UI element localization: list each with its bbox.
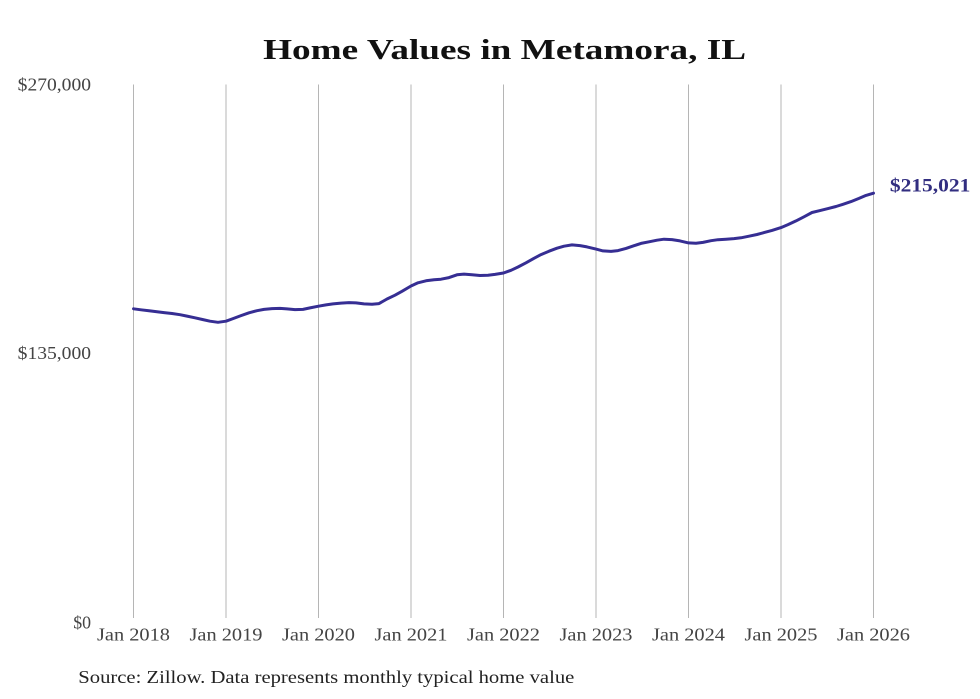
svg-text:$135,000: $135,000 [18, 343, 91, 363]
svg-text:$0: $0 [73, 612, 91, 632]
svg-text:Jan 2023: Jan 2023 [560, 625, 633, 645]
svg-text:Jan 2020: Jan 2020 [282, 625, 355, 645]
svg-text:Source: Zillow. Data represent: Source: Zillow. Data represents monthly … [78, 667, 574, 687]
svg-text:Jan 2019: Jan 2019 [190, 625, 263, 645]
svg-text:Jan 2021: Jan 2021 [375, 625, 448, 645]
svg-text:$215,021: $215,021 [890, 175, 970, 196]
svg-text:Jan 2022: Jan 2022 [467, 625, 540, 645]
svg-text:Home Values in Metamora, IL: Home Values in Metamora, IL [263, 34, 746, 66]
svg-text:Jan 2026: Jan 2026 [837, 625, 910, 645]
svg-text:Jan 2025: Jan 2025 [745, 625, 818, 645]
svg-text:Jan 2024: Jan 2024 [652, 625, 725, 645]
svg-text:Jan 2018: Jan 2018 [97, 625, 170, 645]
svg-text:$270,000: $270,000 [18, 74, 91, 94]
